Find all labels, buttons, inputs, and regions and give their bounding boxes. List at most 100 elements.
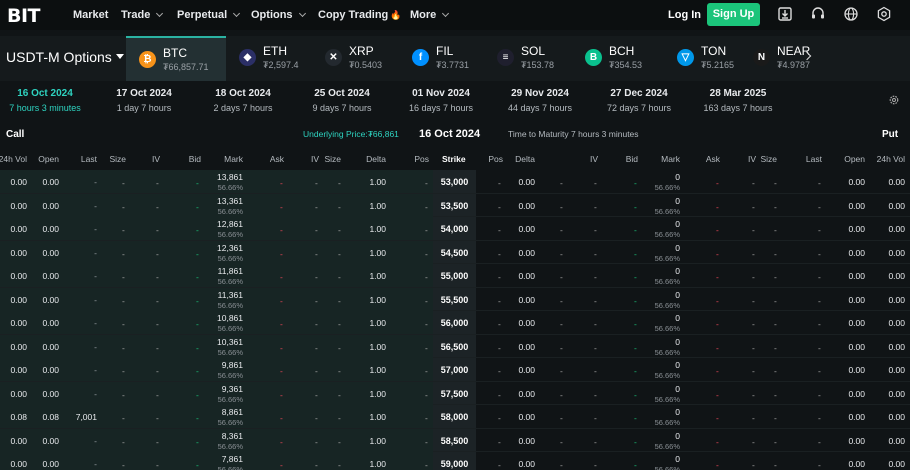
column-header-put[interactable]: Pos <box>488 154 503 164</box>
call-ask[interactable]: - <box>280 201 283 212</box>
call-mark[interactable]: 11,861 56.66% <box>218 266 243 286</box>
call-ask-iv[interactable]: - <box>315 248 318 259</box>
call-bid-iv[interactable]: - <box>156 436 159 447</box>
call-ask-size[interactable]: - <box>338 225 341 235</box>
asset-tab-bch[interactable]: B BCH ₮354.53 <box>572 36 672 81</box>
put-last[interactable]: - <box>818 413 821 423</box>
put-bid-iv[interactable]: - <box>560 201 563 212</box>
headset-icon[interactable] <box>810 6 826 22</box>
call-bid[interactable]: - <box>196 295 199 306</box>
put-pos[interactable]: - <box>498 225 501 235</box>
column-header-call[interactable]: Last <box>80 154 97 164</box>
put-ask-size[interactable]: - <box>774 319 777 329</box>
expiry-tab[interactable]: 27 Dec 2024 72 days 7 hours <box>594 88 684 113</box>
call-pos[interactable]: - <box>425 225 428 235</box>
call-mark[interactable]: 8,861 56.66% <box>218 407 243 427</box>
call-bid-iv[interactable]: - <box>156 248 159 259</box>
column-header-call[interactable]: Size <box>324 154 341 164</box>
put-bid[interactable]: - <box>634 295 637 306</box>
put-last[interactable]: - <box>818 272 821 282</box>
put-ask-size[interactable]: - <box>774 436 777 447</box>
column-header-call[interactable]: Mark <box>224 154 243 164</box>
put-bid-iv[interactable]: - <box>560 272 563 282</box>
call-ask-size[interactable]: - <box>338 319 341 329</box>
put-bid-iv[interactable]: - <box>560 248 563 259</box>
put-ask-iv[interactable]: - <box>752 436 755 447</box>
put-bid[interactable]: - <box>634 272 637 282</box>
asset-tab-btc[interactable]: ₿ BTC ₮66,857.71 <box>126 36 226 81</box>
put-pos[interactable]: - <box>498 319 501 329</box>
put-pos[interactable]: - <box>498 178 501 188</box>
call-mark[interactable]: 9,361 56.66% <box>218 384 243 404</box>
call-mark[interactable]: 10,361 56.66% <box>217 337 243 357</box>
table-row[interactable]: 0.00 0.00- - - -11,361 56.66% - - -1.00-55,500-0… <box>0 287 910 311</box>
call-mark[interactable]: 13,861 56.66% <box>217 172 243 192</box>
nav-more[interactable]: More <box>410 9 450 21</box>
put-last[interactable]: - <box>818 178 821 188</box>
put-bid-iv[interactable]: - <box>560 436 563 447</box>
put-ask-iv[interactable]: - <box>752 460 755 470</box>
column-header-call[interactable]: 24h Vol <box>0 154 27 164</box>
nav-perpetual[interactable]: Perpetual <box>177 9 241 21</box>
call-ask-iv[interactable]: - <box>315 460 318 470</box>
bit-logo[interactable]: BIT <box>7 5 41 27</box>
call-ask-size[interactable]: - <box>338 366 341 376</box>
put-bid-iv[interactable]: - <box>560 342 563 353</box>
put-bid-iv[interactable]: - <box>560 460 563 470</box>
gear-icon[interactable] <box>888 94 900 106</box>
call-ask[interactable]: - <box>280 178 283 188</box>
call-ask-size[interactable]: - <box>338 342 341 353</box>
put-ask[interactable]: - <box>716 295 719 306</box>
column-header-call[interactable]: IV <box>151 154 160 164</box>
put-pos[interactable]: - <box>498 272 501 282</box>
column-header-put[interactable]: Bid <box>625 154 638 164</box>
put-bid-size[interactable]: - <box>594 201 597 212</box>
put-bid-iv[interactable]: - <box>560 178 563 188</box>
call-bid[interactable]: - <box>196 342 199 353</box>
put-ask[interactable]: - <box>716 178 719 188</box>
call-ask-size[interactable]: - <box>338 389 341 400</box>
put-ask-iv[interactable]: - <box>752 295 755 306</box>
column-header-put[interactable]: 24h Vol <box>876 154 905 164</box>
put-mark[interactable]: 0 56.66% <box>655 407 680 427</box>
put-ask-size[interactable]: - <box>774 366 777 376</box>
call-ask-size[interactable]: - <box>338 413 341 423</box>
call-ask-iv[interactable]: - <box>315 389 318 400</box>
put-mark[interactable]: 0 56.66% <box>655 454 680 470</box>
call-bid-iv[interactable]: - <box>156 413 159 423</box>
put-last[interactable]: - <box>818 460 821 470</box>
call-bid-iv[interactable]: - <box>156 389 159 400</box>
call-bid[interactable]: - <box>196 178 199 188</box>
call-ask-size[interactable]: - <box>338 201 341 212</box>
call-size[interactable]: - <box>122 389 125 400</box>
call-size[interactable]: - <box>122 248 125 259</box>
call-bid[interactable]: - <box>196 413 199 423</box>
call-bid-iv[interactable]: - <box>156 178 159 188</box>
put-mark[interactable]: 0 56.66% <box>655 219 680 239</box>
put-last[interactable]: - <box>818 389 821 400</box>
put-ask-iv[interactable]: - <box>752 413 755 423</box>
put-ask[interactable]: - <box>716 436 719 447</box>
put-ask[interactable]: - <box>716 225 719 235</box>
expiry-tab[interactable]: 16 Oct 2024 7 hours 3 minutes <box>0 88 90 113</box>
call-bid-iv[interactable]: - <box>156 460 159 470</box>
asset-tab-near[interactable]: N NEAR ₮4.9787 <box>740 36 840 81</box>
call-size[interactable]: - <box>122 225 125 235</box>
call-pos[interactable]: - <box>425 295 428 306</box>
put-mark[interactable]: 0 56.66% <box>655 243 680 263</box>
call-bid[interactable]: - <box>196 225 199 235</box>
column-header-call[interactable]: Open <box>38 154 59 164</box>
expiry-tab[interactable]: 17 Oct 2024 1 day 7 hours <box>99 88 189 113</box>
call-pos[interactable]: - <box>425 319 428 329</box>
put-ask-iv[interactable]: - <box>752 201 755 212</box>
expiry-tab[interactable]: 01 Nov 2024 16 days 7 hours <box>396 88 486 113</box>
call-pos[interactable]: - <box>425 248 428 259</box>
put-bid-size[interactable]: - <box>594 366 597 376</box>
call-mark[interactable]: 10,861 56.66% <box>217 313 243 333</box>
call-size[interactable]: - <box>122 272 125 282</box>
put-pos[interactable]: - <box>498 389 501 400</box>
put-mark[interactable]: 0 56.66% <box>655 313 680 333</box>
signup-button[interactable]: Sign Up <box>707 3 760 26</box>
call-mark[interactable]: 7,861 56.66% <box>218 454 243 470</box>
put-pos[interactable]: - <box>498 413 501 423</box>
